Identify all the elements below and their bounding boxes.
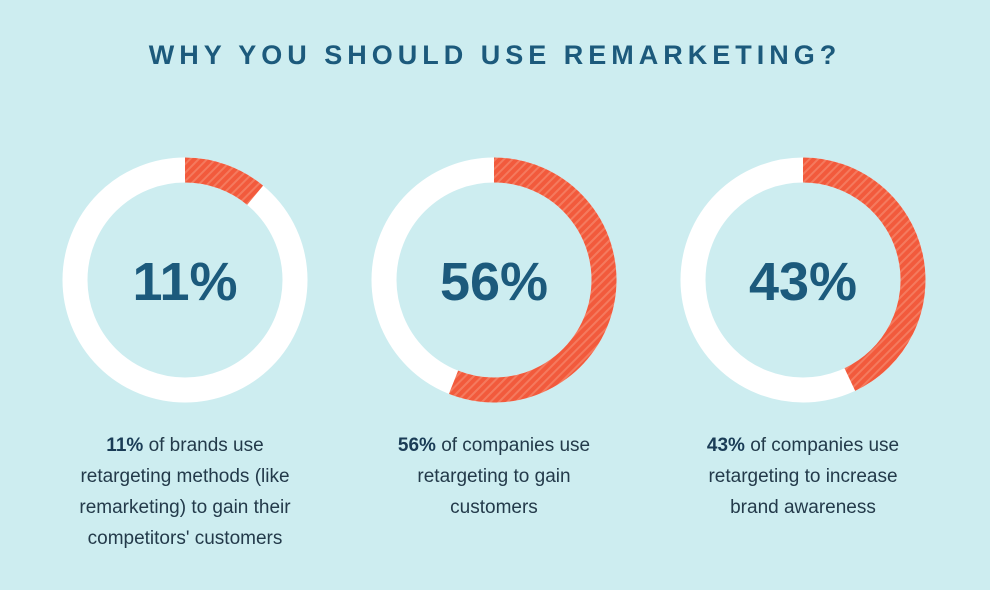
center-label: 11% xyxy=(132,252,237,312)
caption-lead: 43% xyxy=(706,435,745,456)
title: WHY YOU SHOULD USE REMARKETING? xyxy=(148,40,842,70)
caption: 43% of companies use retargeting to incr… xyxy=(683,430,923,523)
caption: 56% of companies use retargeting to gain… xyxy=(374,430,614,523)
caption-lead: 11% xyxy=(106,435,144,456)
caption-text: of companies use retargeting to gain cus… xyxy=(417,435,591,518)
arc xyxy=(184,157,264,206)
caption-text: of brands use retargeting methods (like … xyxy=(79,435,291,549)
caption-text: of companies use retargeting to increase… xyxy=(708,435,900,518)
center-label: 43% xyxy=(749,252,857,312)
caption: 11% of brands use retargeting methods (l… xyxy=(65,430,305,554)
arc xyxy=(448,157,617,403)
caption-lead: 56% xyxy=(397,435,436,456)
center-label: 56% xyxy=(440,252,548,312)
arc xyxy=(802,157,926,391)
